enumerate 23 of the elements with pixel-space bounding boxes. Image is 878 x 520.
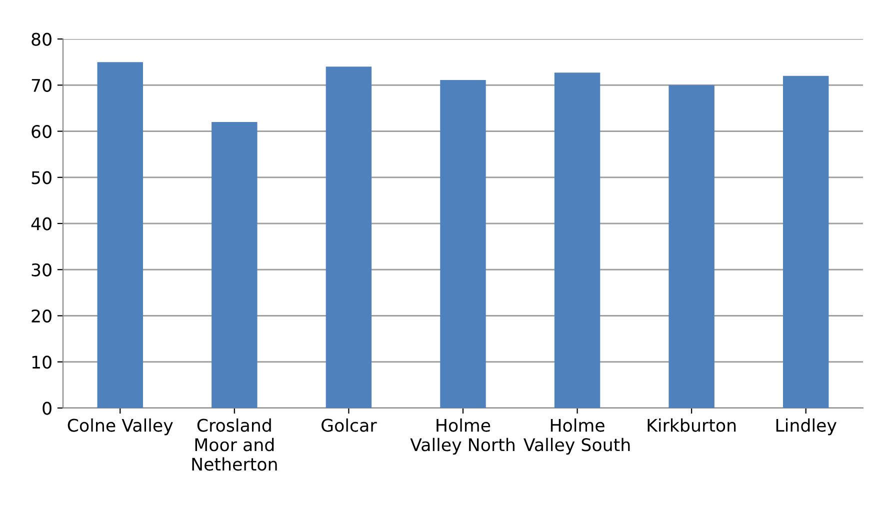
y-tick-label: 50	[32, 171, 52, 184]
bar	[554, 72, 600, 408]
y-tick-label: 60	[32, 124, 52, 138]
y-tick-label: 20	[32, 309, 52, 323]
y-tick-label: 10	[32, 356, 52, 369]
x-tick-label: Golcar	[322, 418, 377, 432]
x-tick-label: Holme Valley South	[524, 418, 630, 455]
x-tick-label: Lindley	[776, 418, 836, 436]
x-tick-label: Colne Valley	[68, 418, 173, 436]
bar	[212, 122, 258, 408]
bar	[326, 66, 372, 408]
x-tick-label: Kirkburton	[648, 418, 736, 432]
bar	[97, 62, 143, 408]
bar	[668, 85, 714, 408]
bar	[440, 80, 486, 408]
x-tick-label: Crosland Moor and Netherton	[192, 418, 277, 471]
x-tick-label: Holme Valley North	[410, 418, 514, 455]
y-tick-label: 80	[32, 32, 52, 46]
y-tick-label: 30	[32, 263, 52, 276]
y-tick-label: 40	[31, 217, 52, 230]
y-tick-label: 70	[32, 78, 52, 92]
y-tick-label: 0	[42, 402, 52, 415]
bar	[783, 76, 829, 408]
